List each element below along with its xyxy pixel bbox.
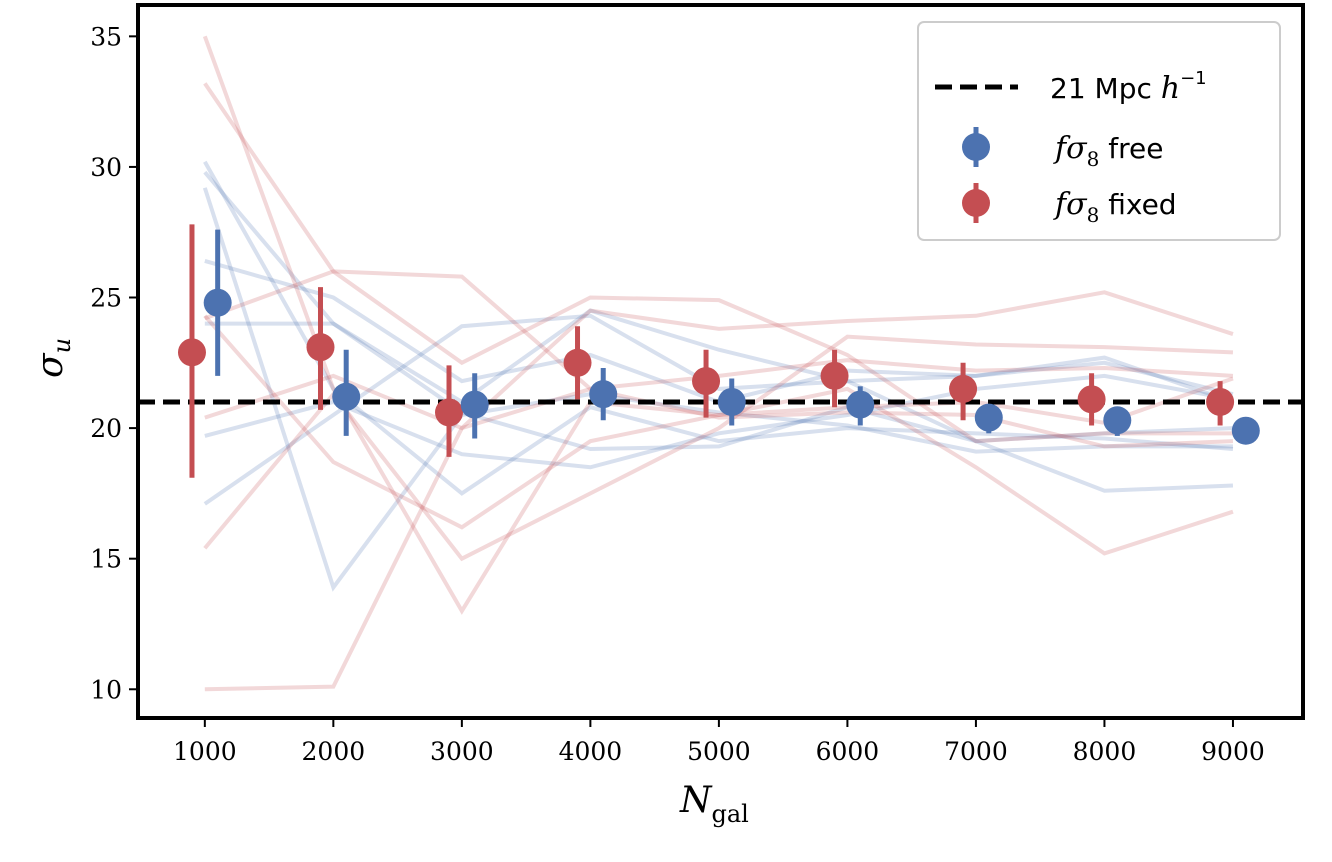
- data-point-free: [460, 390, 489, 419]
- data-point-free: [1231, 416, 1260, 445]
- legend: 21 Mpc h−1 fσ8 free fσ8 fixed: [917, 21, 1281, 241]
- x-axis-ticks: 1000 2000 3000 4000 5000 6000 7000 8000 9000: [173, 718, 1265, 766]
- data-point-fixed: [1077, 385, 1106, 414]
- y-tick-label: 35: [90, 22, 122, 51]
- data-point-free: [846, 390, 875, 419]
- data-point-fixed: [435, 398, 464, 427]
- realization-line-fixed: [204, 290, 1234, 431]
- legend-marker: [962, 133, 990, 161]
- data-point-fixed: [563, 348, 592, 377]
- realization-line-free: [203, 170, 1234, 405]
- y-axis-ticks: 10 15 20 25 30 35: [90, 22, 138, 704]
- x-axis-label: Ngal: [679, 780, 749, 828]
- y-tick-label: 15: [90, 545, 122, 574]
- data-point-free: [332, 382, 361, 411]
- realization-line-fixed: [204, 269, 1234, 449]
- data-point-fixed: [820, 361, 849, 390]
- realization-line-free: [204, 373, 1234, 470]
- realization-line-fixed: [203, 334, 1234, 562]
- x-tick-label: 8000: [1073, 737, 1137, 766]
- realization-line-fixed: [203, 82, 1233, 444]
- x-tick-label: 7000: [944, 737, 1008, 766]
- data-point-fixed: [177, 338, 206, 367]
- data-point-fixed: [949, 374, 978, 403]
- y-tick-label: 25: [90, 284, 122, 313]
- x-tick-label: 4000: [559, 737, 623, 766]
- realization-line-free: [204, 321, 1234, 493]
- data-points: [177, 224, 1260, 478]
- data-point-fixed: [692, 367, 721, 396]
- realization-line-free: [203, 160, 1234, 496]
- x-tick-label: 5000: [687, 737, 751, 766]
- x-tick-label: 9000: [1201, 737, 1265, 766]
- y-tick-label: 30: [90, 153, 122, 182]
- realization-line-fixed: [203, 314, 1234, 530]
- legend-swatch-free: [962, 127, 990, 167]
- realization-line-free: [203, 313, 1234, 506]
- data-point-fixed: [306, 333, 335, 362]
- legend-marker: [962, 189, 990, 217]
- legend-label-reference: 21 Mpc h−1: [1050, 68, 1207, 106]
- plot-frame: [136, 3, 1305, 720]
- data-point-free: [1103, 406, 1132, 435]
- realization-line-fixed: [202, 35, 1234, 615]
- data-point-free: [974, 403, 1003, 432]
- legend-box: [917, 21, 1281, 241]
- legend-label-free: fσ8 free: [1053, 131, 1163, 171]
- legend-label-fixed: fσ8 fixed: [1053, 187, 1177, 227]
- x-tick-label: 6000: [816, 737, 880, 766]
- data-point-free: [203, 288, 232, 317]
- y-tick-label: 20: [90, 414, 122, 443]
- data-point-free: [589, 380, 618, 409]
- data-point-free: [717, 387, 746, 416]
- data-point-fixed: [1206, 387, 1235, 416]
- x-tick-label: 2000: [302, 737, 366, 766]
- x-tick-label: 1000: [173, 737, 237, 766]
- legend-swatch-fixed: [962, 183, 990, 223]
- x-tick-label: 3000: [430, 737, 494, 766]
- y-tick-label: 10: [90, 675, 122, 704]
- realization-line-free: [202, 187, 1233, 592]
- y-axis-label: σu: [30, 338, 76, 378]
